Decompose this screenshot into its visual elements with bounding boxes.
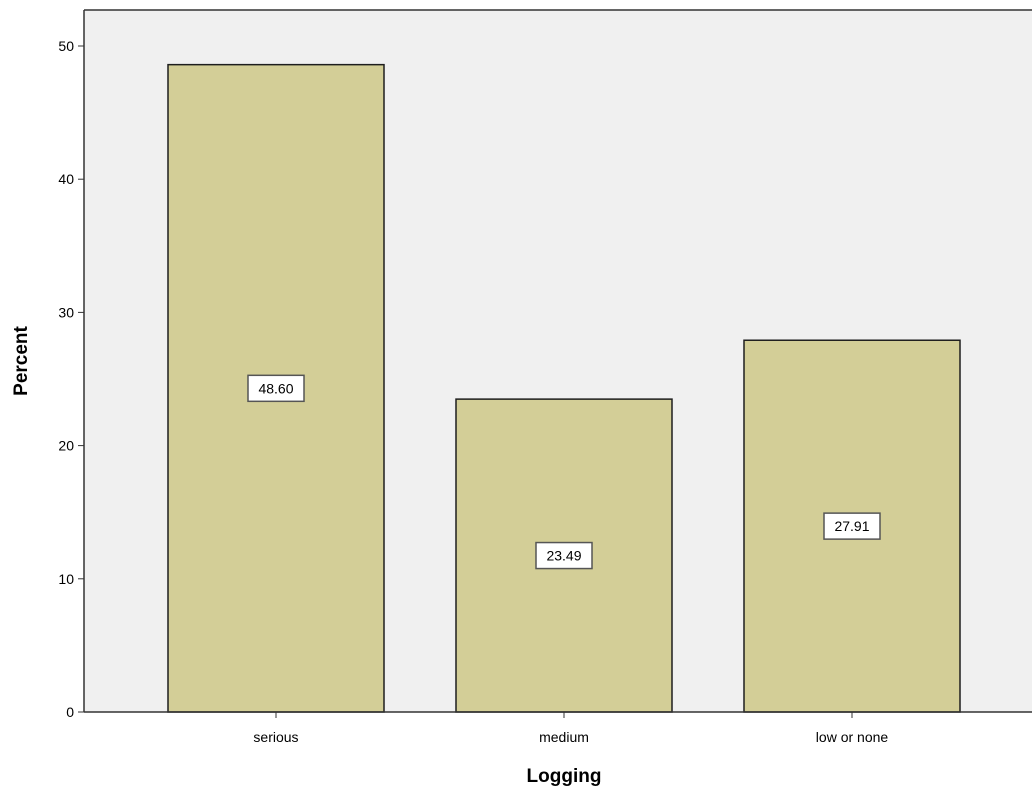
axes-group xyxy=(83,9,1032,713)
x-axis-title: Logging xyxy=(527,766,602,787)
y-ticks-group: 0 10 20 30 40 50 xyxy=(58,38,84,720)
data-label-box xyxy=(247,374,305,403)
y-tick-label: 0 xyxy=(66,704,74,720)
data-label: 48.60 xyxy=(258,380,293,396)
x-ticks-group: serious medium low or none xyxy=(253,712,888,745)
y-tick-label: 40 xyxy=(58,171,74,187)
data-label: 27.91 xyxy=(834,518,869,534)
y-axis-title: Percent xyxy=(11,325,32,395)
x-tick-label: medium xyxy=(539,729,589,745)
data-labels-group: 48.60 23.49 27.91 xyxy=(247,374,881,570)
x-tick-label: serious xyxy=(253,729,298,745)
y-tick-label: 20 xyxy=(58,438,74,454)
y-tick-label: 30 xyxy=(58,304,74,320)
data-label-box xyxy=(823,512,881,540)
y-tick-label: 50 xyxy=(58,38,74,54)
x-tick-label: low or none xyxy=(816,729,889,745)
y-tick-label: 10 xyxy=(58,571,74,587)
data-label-box xyxy=(535,541,593,570)
data-label: 23.49 xyxy=(546,548,581,564)
